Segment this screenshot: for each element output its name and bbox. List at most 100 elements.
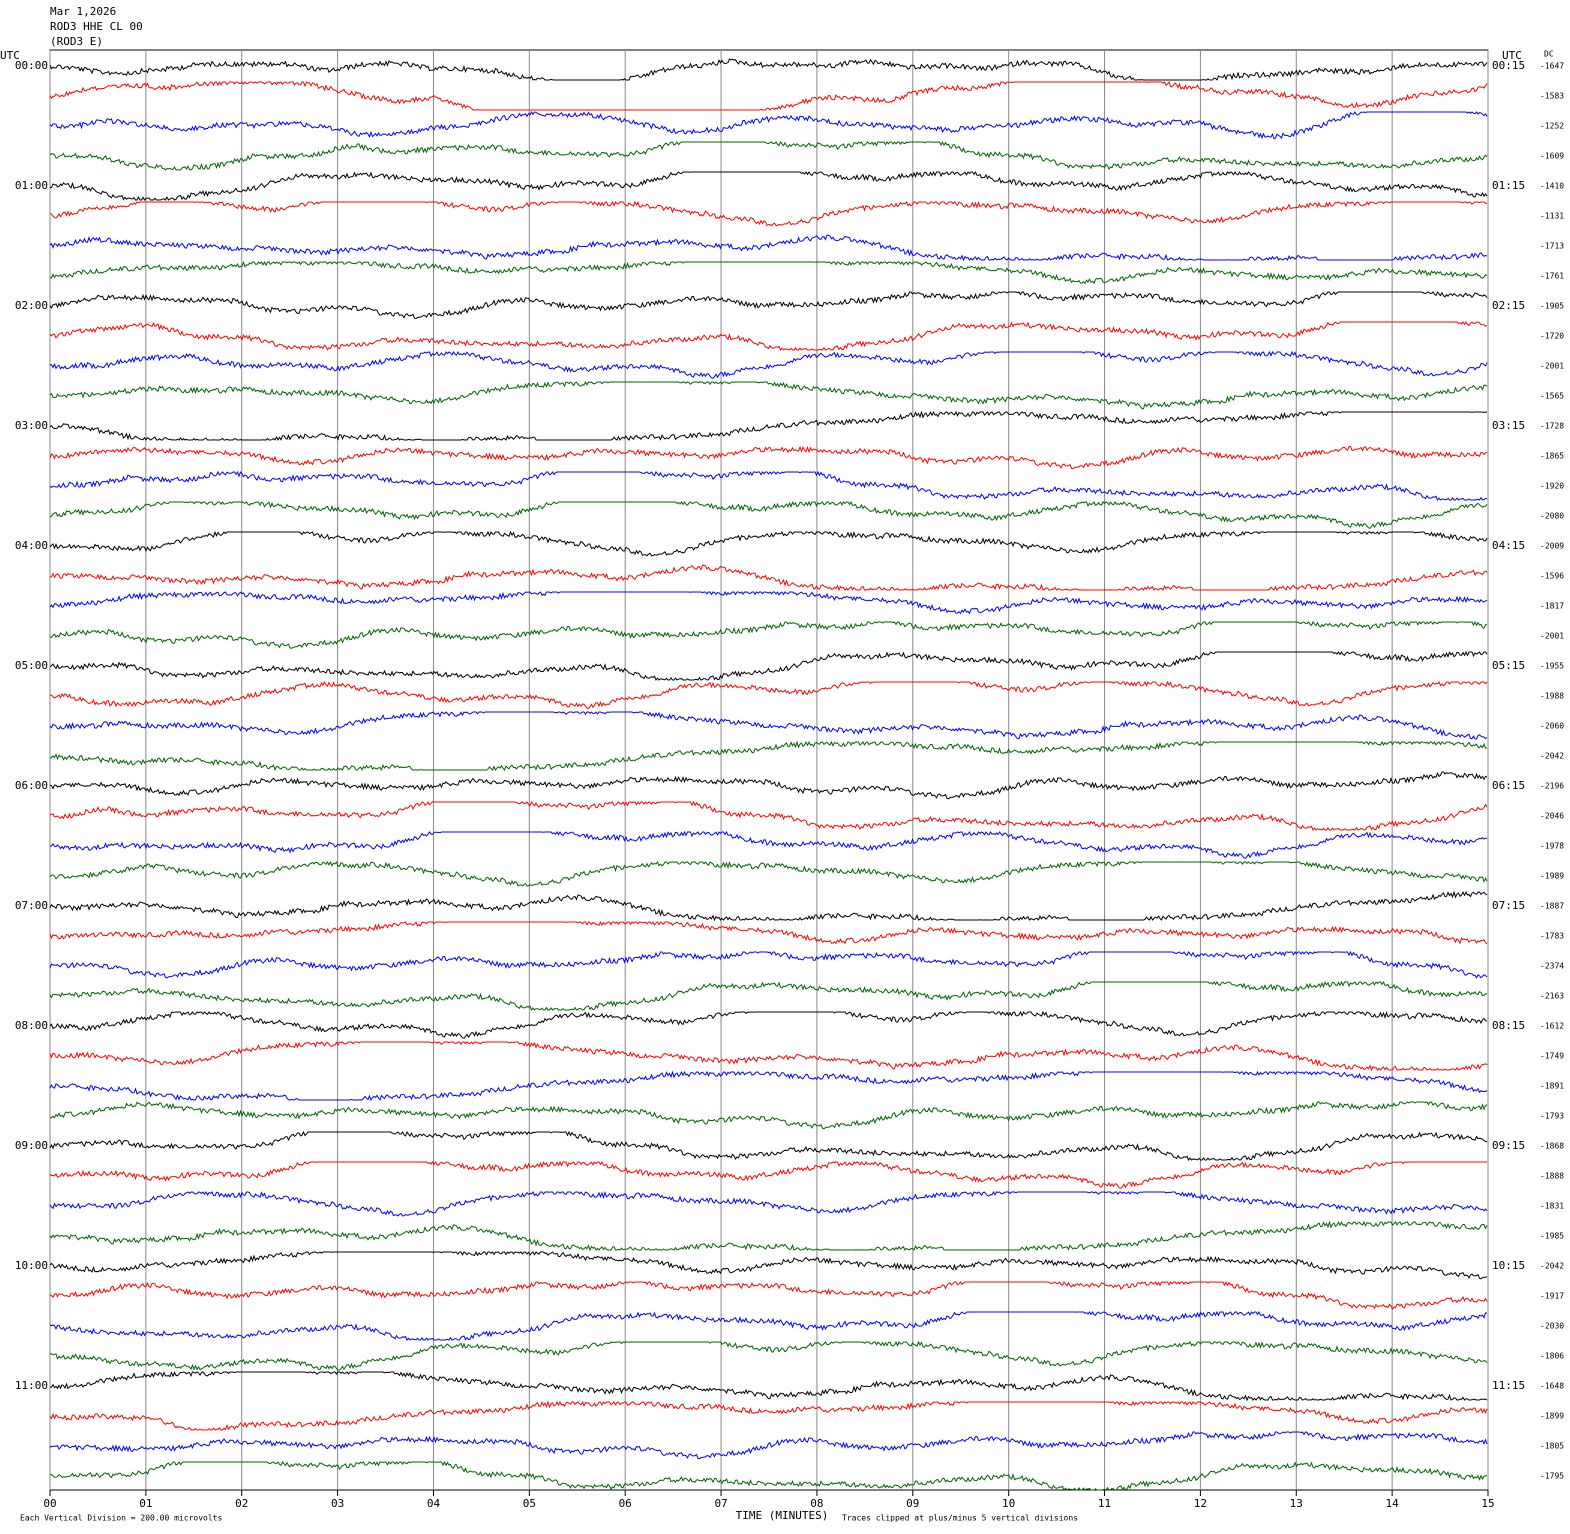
trace <box>49 350 1488 379</box>
hour-label-right: 03:15 <box>1492 419 1525 432</box>
hour-label-left: 11:00 <box>15 1379 48 1392</box>
hour-label-left: 00:00 <box>15 59 48 72</box>
x-tick-label: 03 <box>331 1497 344 1510</box>
x-tick-label: 06 <box>619 1497 632 1510</box>
trace <box>49 1310 1487 1341</box>
dc-offset: -2001 <box>1540 632 1564 641</box>
dc-offset: -1888 <box>1540 1172 1564 1181</box>
hour-label-left: 07:00 <box>15 899 48 912</box>
dc-offset: -1978 <box>1540 842 1564 851</box>
x-tick-label: 07 <box>714 1497 727 1510</box>
trace <box>49 1431 1488 1460</box>
trace <box>49 111 1488 140</box>
trace <box>49 590 1488 615</box>
dc-offset: -2030 <box>1540 1322 1564 1331</box>
dc-offset: -1989 <box>1540 872 1564 881</box>
trace <box>49 58 1488 81</box>
hour-label-left: 09:00 <box>15 1139 48 1152</box>
trace <box>49 1460 1488 1491</box>
dc-offset: -2009 <box>1540 542 1564 551</box>
trace <box>49 1250 1488 1280</box>
dc-offset: -2374 <box>1540 962 1564 971</box>
trace <box>49 291 1488 320</box>
dc-offset: -2196 <box>1540 782 1564 791</box>
dc-offset: -1612 <box>1540 1022 1564 1031</box>
dc-offset: -1793 <box>1540 1112 1564 1121</box>
trace <box>49 830 1488 859</box>
x-tick-label: 12 <box>1194 1497 1207 1510</box>
x-tick-label: 10 <box>1002 1497 1015 1510</box>
dc-offset: -1720 <box>1540 332 1564 341</box>
x-tick-label: 14 <box>1386 1497 1400 1510</box>
hour-label-left: 05:00 <box>15 659 48 672</box>
trace <box>49 1010 1488 1039</box>
trace <box>49 1280 1488 1310</box>
trace <box>49 445 1488 470</box>
hour-label-right: 07:15 <box>1492 899 1525 912</box>
hour-label-right: 00:15 <box>1492 59 1525 72</box>
trace <box>49 1041 1488 1072</box>
dc-offset: -2001 <box>1540 362 1564 371</box>
trace <box>49 860 1488 887</box>
hour-label-left: 08:00 <box>15 1019 48 1032</box>
trace <box>49 321 1488 351</box>
dc-title: DC <box>1544 50 1554 59</box>
x-tick-label: 09 <box>906 1497 919 1510</box>
hour-label-right: 05:15 <box>1492 659 1525 672</box>
trace <box>49 1340 1488 1371</box>
dc-offset: -2060 <box>1540 722 1564 731</box>
hour-label-left: 03:00 <box>15 419 48 432</box>
dc-offset: -1817 <box>1540 602 1564 611</box>
trace <box>49 620 1487 649</box>
trace <box>49 650 1488 681</box>
trace <box>49 564 1488 592</box>
header-date: Mar 1,2026 <box>50 5 116 18</box>
hour-label-right: 04:15 <box>1492 539 1525 552</box>
dc-offset: -1988 <box>1540 692 1564 701</box>
trace <box>49 1130 1488 1161</box>
trace <box>49 890 1488 922</box>
trace <box>49 771 1488 800</box>
dc-offset: -1252 <box>1540 122 1564 131</box>
hour-label-left: 06:00 <box>15 779 48 792</box>
dc-offset: -1596 <box>1540 572 1564 581</box>
dc-offset: -2163 <box>1540 992 1564 1001</box>
dc-offset: -1920 <box>1540 482 1564 491</box>
dc-offset: -2042 <box>1540 752 1564 761</box>
trace <box>49 950 1488 979</box>
trace <box>49 1070 1488 1102</box>
trace <box>49 740 1488 772</box>
dc-offset: -1917 <box>1540 1292 1564 1301</box>
trace <box>49 140 1488 171</box>
dc-offset: -1865 <box>1540 452 1564 461</box>
plot-frame <box>49 49 1489 1491</box>
hour-label-right: 10:15 <box>1492 1259 1525 1272</box>
trace <box>50 170 1488 201</box>
dc-offset: -2080 <box>1540 512 1564 521</box>
trace <box>49 470 1488 501</box>
clip-note: Traces clipped at plus/minus 5 vertical … <box>842 1514 1078 1523</box>
trace <box>49 711 1488 740</box>
dc-offset: -1985 <box>1540 1232 1564 1241</box>
left-axis-title: UTC <box>0 49 20 62</box>
trace <box>49 1400 1488 1431</box>
dc-offset: -1410 <box>1540 182 1564 191</box>
x-tick-label: 05 <box>523 1497 536 1510</box>
trace <box>49 980 1487 1012</box>
trace <box>49 1370 1488 1402</box>
trace <box>49 410 1488 441</box>
hour-label-right: 06:15 <box>1492 779 1525 792</box>
trace <box>49 381 1488 410</box>
trace <box>49 1101 1488 1130</box>
trace <box>49 260 1488 285</box>
trace <box>49 234 1488 262</box>
dc-offset: -1648 <box>1540 1382 1564 1391</box>
dc-offset: -1647 <box>1540 62 1564 71</box>
header-component: (ROD3 E) <box>50 35 103 48</box>
dc-offset: -2042 <box>1540 1262 1564 1271</box>
dc-offset: -1131 <box>1540 212 1564 221</box>
hour-label-left: 01:00 <box>15 179 48 192</box>
x-tick-label: 13 <box>1290 1497 1303 1510</box>
trace <box>49 500 1488 529</box>
dc-offset: -1831 <box>1540 1202 1564 1211</box>
